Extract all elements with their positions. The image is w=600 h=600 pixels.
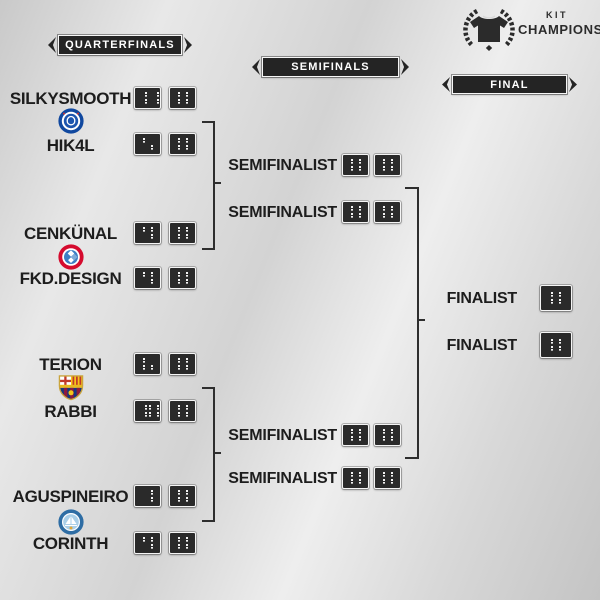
team-name: CENKÜNAL bbox=[24, 224, 117, 243]
finalist-label: FINALIST bbox=[446, 290, 518, 307]
team-name: TERION bbox=[39, 355, 102, 374]
score-box bbox=[374, 154, 401, 176]
quarterfinals-banner-label: QUARTERFINALS bbox=[65, 39, 175, 51]
score-box bbox=[342, 467, 369, 489]
chelsea-badge-icon bbox=[58, 108, 84, 134]
score-box bbox=[374, 467, 401, 489]
semifinals-banner-label: SEMIFINALS bbox=[291, 61, 370, 73]
logo-kit-label: KIT bbox=[546, 10, 568, 20]
score-box bbox=[342, 154, 369, 176]
bayern-munich-badge-icon bbox=[58, 244, 84, 270]
final-banner: FINAL bbox=[452, 75, 567, 94]
bracket-connector-top-left bbox=[202, 121, 215, 250]
quarterfinals-banner: QUARTERFINALS bbox=[58, 35, 182, 55]
bracket-connector-final bbox=[405, 187, 419, 459]
semifinalist-label: SEMIFINALIST bbox=[228, 427, 337, 444]
semifinalist-label: SEMIFINALIST bbox=[228, 204, 337, 221]
score-box bbox=[169, 400, 196, 422]
finalist-label: FINALIST bbox=[446, 337, 518, 354]
score-box bbox=[169, 353, 196, 375]
score-box bbox=[169, 222, 196, 244]
score-box bbox=[342, 424, 369, 446]
score-box bbox=[342, 201, 369, 223]
score-box bbox=[134, 400, 161, 422]
score-box bbox=[374, 424, 401, 446]
score-box bbox=[134, 267, 161, 289]
team-name: FKD.DESIGN bbox=[19, 269, 122, 288]
score-box bbox=[134, 353, 161, 375]
score-box bbox=[169, 532, 196, 554]
bracket-tick-bottom-left bbox=[213, 452, 221, 454]
team-name: CORINTH bbox=[32, 534, 109, 553]
score-box bbox=[134, 532, 161, 554]
score-box bbox=[540, 285, 572, 311]
team-name: AGUSPINEIRO bbox=[12, 487, 129, 506]
logo-champions-label: CHAMPIONS bbox=[518, 22, 600, 37]
score-box bbox=[134, 222, 161, 244]
score-box bbox=[540, 332, 572, 358]
fc-barcelona-badge-icon bbox=[57, 374, 85, 401]
bracket-tick-final bbox=[417, 319, 425, 321]
final-banner-label: FINAL bbox=[490, 78, 529, 91]
score-box bbox=[169, 485, 196, 507]
semifinals-banner: SEMIFINALS bbox=[262, 57, 399, 77]
score-box bbox=[169, 87, 196, 109]
score-box bbox=[169, 267, 196, 289]
manchester-city-badge-icon bbox=[58, 509, 84, 535]
score-box bbox=[374, 201, 401, 223]
laurel-wreath-jersey-icon bbox=[457, 5, 521, 51]
bracket-connector-bottom-left bbox=[202, 387, 215, 522]
score-box bbox=[134, 87, 161, 109]
bracket-tick-top-left bbox=[213, 182, 221, 184]
team-name: RABBI bbox=[44, 402, 97, 421]
team-name: HIK4L bbox=[46, 136, 95, 155]
score-box bbox=[169, 133, 196, 155]
team-name: SILKYSMOOTH bbox=[9, 89, 132, 108]
semifinalist-label: SEMIFINALIST bbox=[228, 157, 337, 174]
score-box bbox=[134, 133, 161, 155]
score-box bbox=[134, 485, 161, 507]
semifinalist-label: SEMIFINALIST bbox=[228, 470, 337, 487]
